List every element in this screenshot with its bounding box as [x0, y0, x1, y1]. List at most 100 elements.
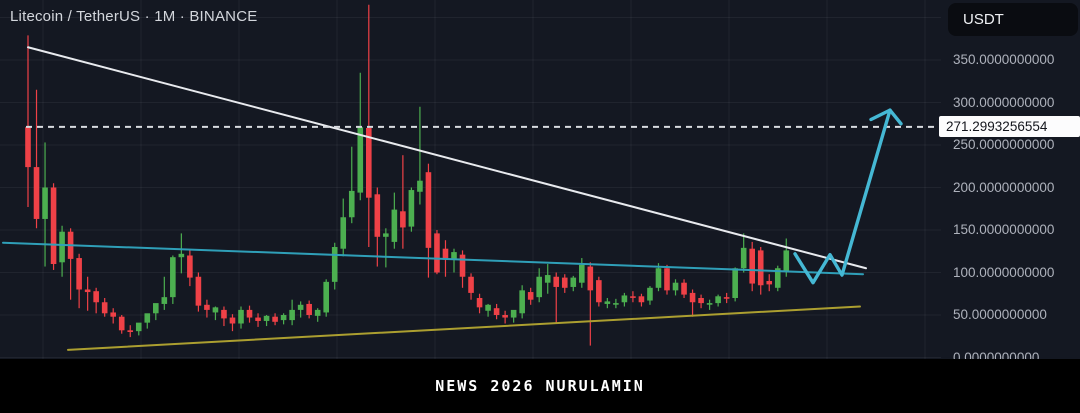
- candle-body: [434, 233, 440, 273]
- candle-body: [42, 187, 48, 219]
- symbol-title[interactable]: Litecoin / TetherUS · 1M · BINANCE: [10, 8, 258, 25]
- candle-body: [204, 304, 210, 310]
- candle-body: [749, 248, 755, 284]
- price-axis-label: 100.0000000000: [953, 264, 1055, 280]
- candle-body: [297, 304, 304, 310]
- candle-body: [476, 298, 483, 308]
- candle-body: [289, 309, 295, 321]
- horizontal-support-trendline[interactable]: [2, 241, 864, 276]
- candle-body: [732, 268, 738, 298]
- candle-body: [280, 315, 287, 321]
- candle-body: [400, 211, 406, 228]
- candle-body: [417, 180, 423, 192]
- candle-body: [425, 172, 432, 248]
- candle-body: [357, 127, 364, 193]
- candle-body: [101, 302, 108, 314]
- candle-body: [135, 322, 142, 332]
- candle-body: [212, 307, 219, 313]
- candle-body: [655, 268, 662, 288]
- candle-body: [144, 313, 151, 323]
- candle-body: [110, 312, 116, 317]
- candle-body: [664, 268, 670, 291]
- candle-body: [84, 289, 91, 293]
- price-axis-label: 200.0000000000: [953, 179, 1055, 195]
- candle-body: [561, 277, 568, 288]
- candle-body: [340, 217, 347, 249]
- candle-body: [33, 167, 40, 219]
- projection-arrow-head: [869, 108, 903, 126]
- candle-body: [774, 268, 781, 288]
- candle-body: [647, 287, 653, 301]
- price-axis-label: 350.0000000000: [953, 52, 1055, 67]
- candle-body: [348, 190, 355, 218]
- candle-body: [127, 330, 134, 332]
- candle-body: [579, 264, 585, 283]
- price-axis-label: 250.0000000000: [953, 137, 1055, 152]
- candle-body: [519, 290, 525, 314]
- candle-body: [459, 254, 466, 277]
- candle-body: [323, 281, 329, 313]
- candle-body: [587, 266, 594, 291]
- candle-body: [544, 275, 551, 283]
- projection-arrow-line[interactable]: [793, 108, 892, 285]
- candle-body: [621, 295, 628, 303]
- candle-body: [570, 277, 577, 287]
- candle-body: [263, 315, 270, 321]
- candle-body: [161, 297, 168, 304]
- candle-body: [178, 253, 185, 258]
- candle-body: [502, 315, 508, 318]
- candle-body: [366, 128, 372, 198]
- candle-body: [314, 309, 321, 316]
- candle-body: [596, 280, 602, 303]
- candle-body: [170, 257, 176, 298]
- candle-body: [50, 187, 57, 264]
- candle-body: [229, 317, 236, 324]
- candle-body: [255, 317, 261, 321]
- currency-toggle-usdt-button[interactable]: USDT: [948, 3, 1078, 36]
- candle-body: [527, 292, 534, 300]
- candle-body: [706, 303, 713, 305]
- candle-body: [246, 309, 253, 318]
- candle-body: [783, 250, 790, 272]
- candle-body: [689, 292, 696, 303]
- candle-body: [630, 296, 636, 298]
- candle-body: [672, 282, 679, 291]
- candle-body: [118, 316, 125, 331]
- candle-body: [25, 127, 31, 168]
- candle-body: [76, 258, 82, 290]
- candle-body: [221, 309, 227, 319]
- candle-body: [698, 298, 704, 304]
- candle-body: [613, 303, 619, 305]
- candle-body: [331, 247, 338, 282]
- descending-resistance-trendline[interactable]: [27, 46, 867, 270]
- candle-body: [468, 276, 474, 293]
- candle-body: [766, 281, 773, 285]
- candle-body: [374, 194, 381, 237]
- price-axis-label: 50.0000000000: [953, 307, 1047, 322]
- candle-body: [391, 209, 398, 242]
- candle-body: [238, 309, 244, 324]
- candle-body: [195, 276, 202, 306]
- candle-body: [715, 296, 721, 304]
- candle-body: [757, 250, 764, 286]
- candle-body: [553, 276, 560, 287]
- candle-body: [187, 255, 193, 278]
- candle-body: [740, 247, 747, 269]
- ascending-support-trendline[interactable]: [67, 305, 861, 351]
- candle-body: [383, 233, 389, 237]
- price-axis-label: 300.0000000000: [953, 94, 1055, 110]
- candle-body: [442, 248, 449, 260]
- candle-body: [723, 297, 730, 299]
- candle-body: [493, 308, 500, 315]
- candle-body: [272, 316, 278, 322]
- price-line-label: 271.2993256554: [939, 116, 1080, 137]
- candle-body: [604, 301, 611, 304]
- candle-body: [536, 276, 542, 298]
- candle-body: [638, 296, 645, 303]
- banner-text: NEWS 2026 NURULAMIN: [435, 377, 645, 395]
- candle-body: [59, 231, 65, 263]
- candle-body: [510, 309, 517, 318]
- price-axis-label: 150.0000000000: [953, 222, 1055, 237]
